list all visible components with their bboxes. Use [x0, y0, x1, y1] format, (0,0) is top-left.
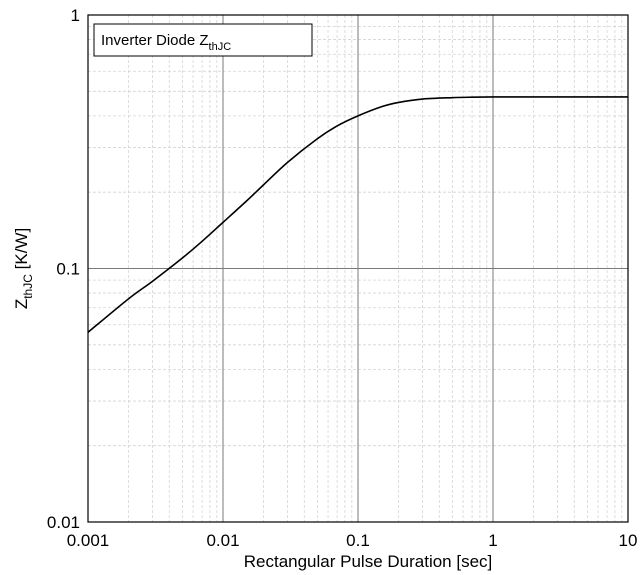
y-tick-label: 0.01 [47, 513, 80, 532]
series-line [87, 96, 628, 333]
legend: Inverter Diode ZthJC [93, 23, 313, 57]
legend-label-main: Inverter Diode Z [101, 32, 209, 49]
y-tick-labels: 0.01 0.1 1 [47, 6, 80, 532]
y-axis-label: ZthJC [K/W] [12, 228, 35, 309]
legend-box [93, 23, 313, 57]
x-tick-label: 10 [619, 531, 638, 550]
series-layer [87, 96, 628, 333]
y-tick-label: 0.1 [56, 260, 80, 279]
legend-label-sub: thJC [209, 41, 232, 53]
x-tick-label: 1 [488, 531, 497, 550]
y-axis-label-main: Z [12, 299, 31, 309]
y-axis-label-unit: [K/W] [12, 228, 31, 274]
x-tick-labels: 0.001 0.01 0.1 1 10 [67, 531, 638, 550]
plot-frame [87, 14, 629, 523]
y-tick-label: 1 [71, 6, 80, 25]
x-tick-label: 0.001 [67, 531, 110, 550]
legend-label: Inverter Diode ZthJC [101, 32, 231, 53]
x-tick-label: 0.1 [346, 531, 370, 550]
x-axis-label: Rectangular Pulse Duration [sec] [244, 552, 493, 571]
y-axis-label-sub: thJC [21, 274, 35, 299]
x-tick-label: 0.01 [206, 531, 239, 550]
